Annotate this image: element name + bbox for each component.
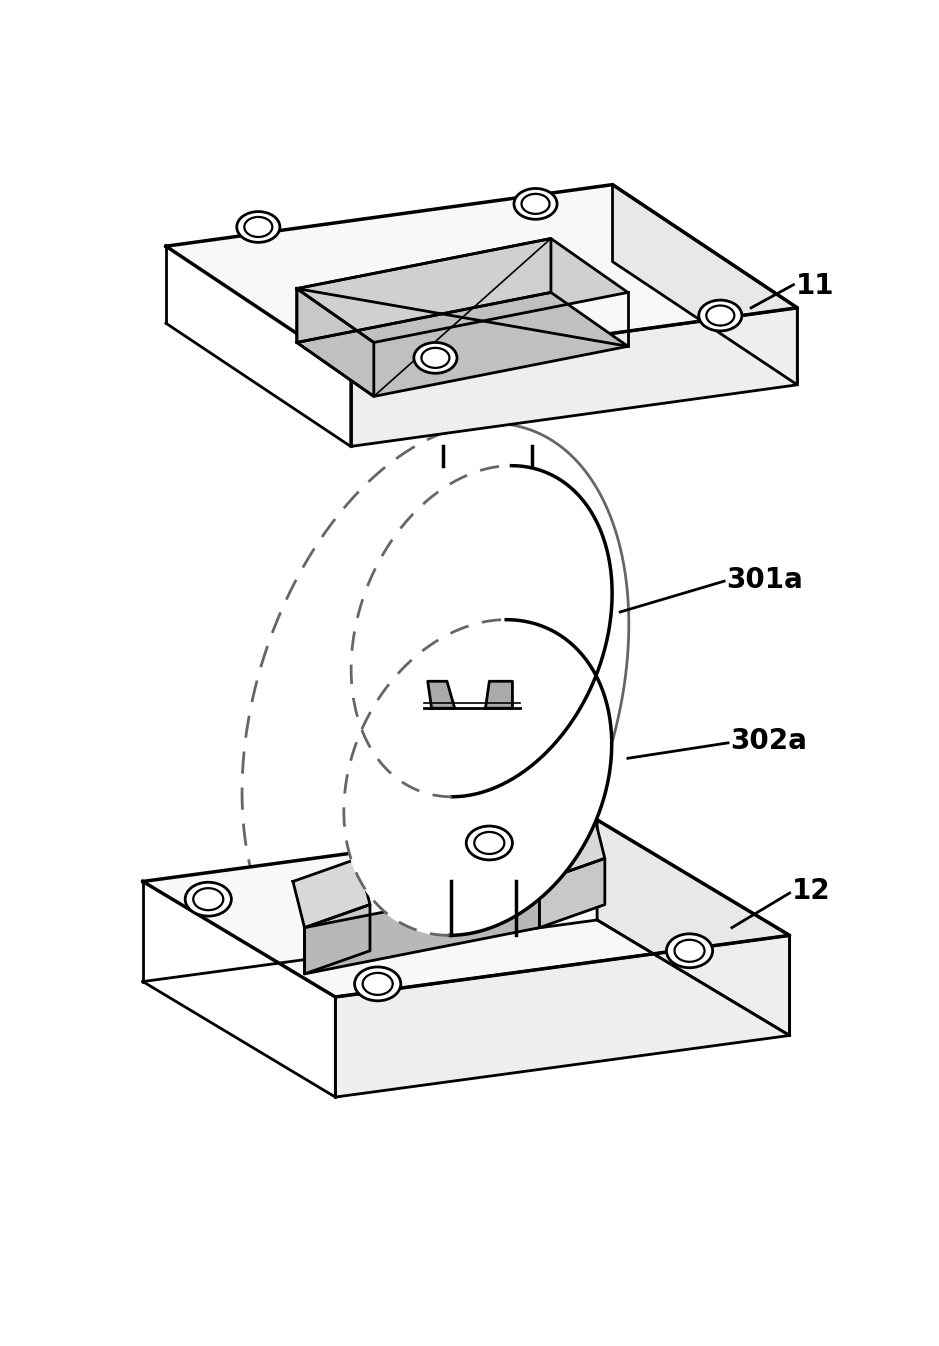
Polygon shape [528, 812, 605, 882]
Polygon shape [428, 681, 454, 708]
Polygon shape [304, 882, 539, 975]
Polygon shape [297, 292, 628, 396]
Text: 301a: 301a [727, 565, 803, 594]
Polygon shape [344, 619, 611, 935]
Ellipse shape [699, 300, 742, 331]
Polygon shape [143, 820, 790, 997]
Polygon shape [485, 681, 513, 708]
Ellipse shape [467, 826, 513, 860]
Ellipse shape [355, 966, 401, 1001]
Polygon shape [539, 859, 605, 927]
Polygon shape [297, 238, 551, 342]
Text: 302a: 302a [731, 727, 808, 755]
Polygon shape [166, 184, 797, 369]
Polygon shape [293, 859, 370, 927]
Polygon shape [304, 905, 370, 975]
Ellipse shape [185, 882, 231, 917]
Ellipse shape [514, 188, 557, 219]
Polygon shape [335, 935, 790, 1097]
Polygon shape [297, 288, 374, 396]
Text: 12: 12 [792, 876, 831, 905]
Ellipse shape [667, 934, 713, 968]
Ellipse shape [237, 211, 280, 242]
Ellipse shape [414, 342, 457, 373]
Polygon shape [297, 238, 628, 342]
Text: 11: 11 [795, 272, 834, 300]
Polygon shape [612, 184, 797, 385]
Polygon shape [351, 466, 612, 797]
Polygon shape [351, 308, 797, 447]
Polygon shape [597, 820, 790, 1035]
